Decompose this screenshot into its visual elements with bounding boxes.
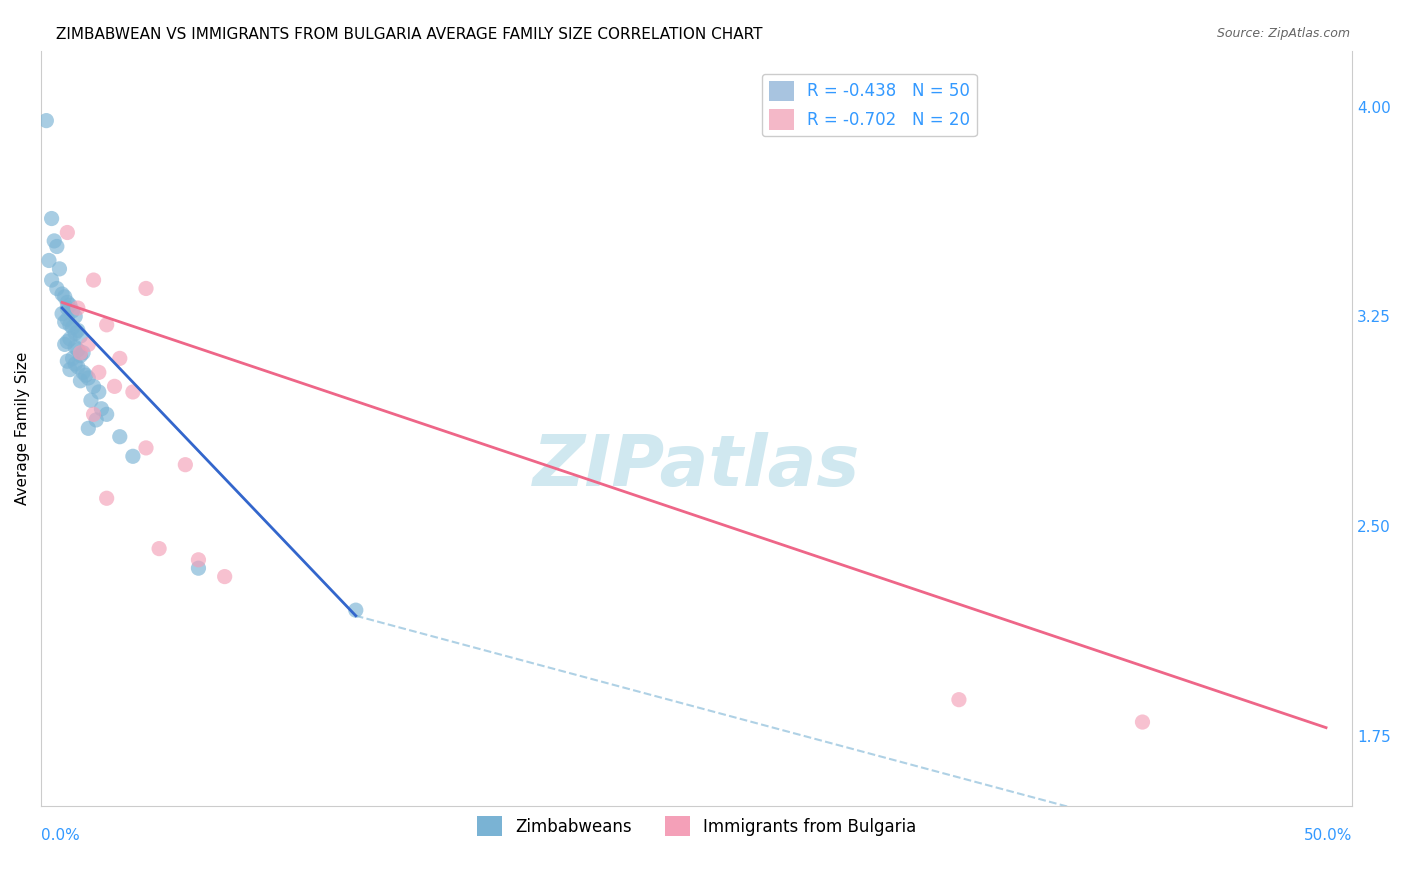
Point: [59, 362, 82, 376]
Point: [77, 337, 100, 351]
Point: [214, 569, 236, 583]
Point: [80, 393, 103, 408]
Point: [72, 365, 94, 379]
Point: [174, 458, 197, 472]
Text: 0.0%: 0.0%: [41, 829, 80, 843]
Point: [90, 401, 112, 416]
Text: 50.0%: 50.0%: [1303, 829, 1353, 843]
Point: [41, 273, 63, 287]
Point: [56, 334, 79, 349]
Point: [187, 561, 209, 575]
Point: [344, 603, 367, 617]
Point: [122, 384, 145, 399]
Point: [77, 421, 100, 435]
Point: [62, 320, 84, 334]
Point: [59, 298, 82, 312]
Point: [56, 226, 79, 240]
Point: [96, 491, 118, 506]
Point: [83, 379, 105, 393]
Point: [66, 323, 89, 337]
Point: [135, 281, 157, 295]
Point: [103, 379, 125, 393]
Point: [56, 312, 79, 326]
Point: [69, 374, 91, 388]
Point: [59, 318, 82, 332]
Point: [72, 346, 94, 360]
Point: [108, 351, 131, 366]
Point: [56, 354, 79, 368]
Point: [96, 408, 118, 422]
Text: ZIPatlas: ZIPatlas: [533, 432, 860, 500]
Point: [63, 357, 86, 371]
Point: [83, 408, 105, 422]
Point: [66, 359, 89, 374]
Point: [63, 340, 86, 354]
Point: [66, 343, 89, 357]
Text: ZIMBABWEAN VS IMMIGRANTS FROM BULGARIA AVERAGE FAMILY SIZE CORRELATION CHART: ZIMBABWEAN VS IMMIGRANTS FROM BULGARIA A…: [56, 27, 762, 42]
Point: [148, 541, 170, 556]
Point: [62, 303, 84, 318]
Point: [63, 310, 86, 324]
Y-axis label: Average Family Size: Average Family Size: [15, 351, 30, 505]
Point: [1132, 714, 1154, 729]
Legend: Zimbabweans, Immigrants from Bulgaria: Zimbabweans, Immigrants from Bulgaria: [470, 809, 924, 843]
Point: [187, 553, 209, 567]
Point: [96, 318, 118, 332]
Point: [62, 351, 84, 366]
Point: [53, 337, 76, 351]
Point: [66, 301, 89, 315]
Point: [56, 295, 79, 310]
Point: [108, 430, 131, 444]
Point: [77, 371, 100, 385]
Point: [122, 450, 145, 464]
Point: [53, 315, 76, 329]
Point: [63, 326, 86, 341]
Point: [84, 413, 107, 427]
Point: [51, 287, 73, 301]
Point: [69, 346, 91, 360]
Point: [41, 211, 63, 226]
Point: [38, 253, 60, 268]
Point: [45, 281, 67, 295]
Point: [59, 332, 82, 346]
Text: Source: ZipAtlas.com: Source: ZipAtlas.com: [1216, 27, 1350, 40]
Point: [75, 368, 97, 383]
Point: [48, 261, 70, 276]
Point: [83, 273, 105, 287]
Point: [35, 113, 58, 128]
Point: [135, 441, 157, 455]
Point: [69, 349, 91, 363]
Point: [56, 301, 79, 315]
Point: [69, 329, 91, 343]
Point: [948, 692, 970, 706]
Point: [87, 384, 110, 399]
Point: [44, 234, 66, 248]
Point: [87, 365, 110, 379]
Point: [53, 290, 76, 304]
Point: [45, 239, 67, 253]
Point: [51, 307, 73, 321]
